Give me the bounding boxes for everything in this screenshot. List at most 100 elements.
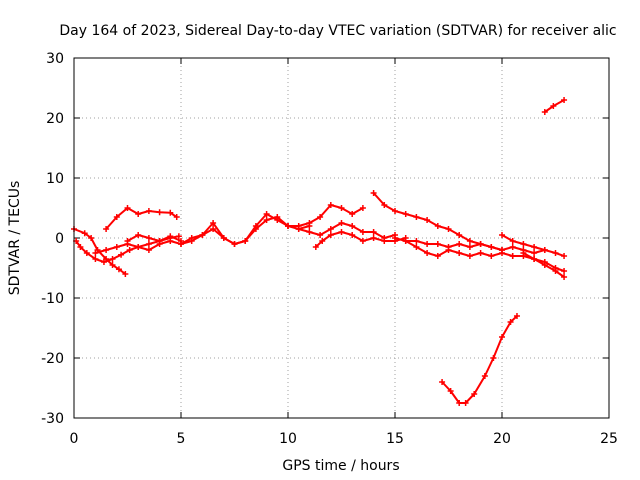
data-point (135, 232, 142, 238)
data-point (477, 241, 484, 247)
data-point (349, 211, 356, 217)
data-point (561, 274, 568, 280)
data-point (306, 229, 313, 235)
data-point (531, 244, 538, 250)
data-point (413, 238, 420, 244)
data-point (263, 217, 270, 223)
data-point (349, 232, 356, 238)
data-point (490, 355, 497, 361)
data-point (118, 251, 125, 258)
data-point (499, 232, 505, 238)
data-point (285, 223, 291, 229)
data-point (156, 209, 163, 216)
data-point (145, 241, 152, 247)
data-point (145, 208, 152, 214)
data-point (552, 250, 559, 256)
data-point (392, 235, 398, 241)
y-tick-label: 30 (46, 51, 64, 67)
series-s11 (392, 235, 516, 259)
series-s6 (178, 211, 291, 247)
y-axis-label: SDTVAR / TECUs (7, 181, 23, 296)
data-point (306, 220, 313, 226)
series-s15 (520, 250, 568, 280)
series-s17 (541, 97, 568, 115)
data-point (445, 226, 452, 232)
x-tick-label: 10 (279, 431, 297, 447)
data-point (456, 400, 463, 406)
plot-frame (73, 57, 610, 419)
data-point (520, 241, 527, 247)
data-point (509, 244, 516, 250)
data-point (466, 244, 473, 250)
data-point (561, 253, 568, 259)
data-point (210, 226, 217, 232)
data-point (188, 235, 195, 241)
series-group (71, 97, 568, 406)
y-tick-label: -10 (41, 291, 64, 307)
data-point (338, 205, 345, 211)
data-point (434, 253, 441, 259)
data-point (477, 250, 484, 256)
data-point (173, 214, 180, 220)
data-point (424, 241, 431, 247)
data-point (252, 223, 259, 229)
data-point (471, 391, 478, 397)
data-point (513, 313, 520, 319)
data-point (349, 223, 356, 229)
series-s7 (285, 202, 366, 229)
series-s3 (103, 205, 180, 232)
y-tick-label: -20 (41, 351, 64, 367)
x-tick-label: 0 (70, 431, 79, 447)
data-point (109, 256, 116, 262)
data-point (126, 247, 133, 253)
data-point (550, 103, 557, 109)
data-point (231, 241, 238, 247)
data-point (338, 229, 345, 235)
data-point (220, 235, 227, 241)
data-point (145, 235, 152, 241)
data-point (103, 226, 110, 232)
data-point (88, 235, 95, 241)
data-point (92, 250, 99, 256)
data-point (77, 244, 84, 250)
data-point (312, 244, 319, 250)
data-point (135, 211, 142, 217)
data-point (178, 241, 184, 247)
series-s8 (295, 220, 398, 241)
data-point (447, 388, 454, 394)
x-tick-label: 25 (600, 431, 618, 447)
x-tick-label: 5 (177, 431, 186, 447)
data-point (83, 250, 90, 256)
data-point (541, 109, 548, 115)
data-point (124, 238, 131, 244)
series-s13 (499, 232, 568, 259)
data-point (531, 256, 538, 262)
data-point (462, 400, 469, 406)
data-point (370, 229, 377, 235)
chart-title: Day 164 of 2023, Sidereal Day-to-day VTE… (59, 23, 616, 39)
data-point (167, 209, 174, 216)
x-tick-label: 20 (493, 431, 511, 447)
data-point (359, 238, 366, 244)
data-point (499, 247, 505, 253)
data-point (509, 253, 516, 259)
data-point (509, 238, 516, 244)
data-point (175, 233, 182, 240)
series-line-s9 (314, 231, 407, 248)
data-point (124, 205, 131, 211)
data-point (381, 238, 388, 244)
data-point (319, 238, 326, 244)
data-point (145, 247, 152, 253)
data-point (274, 217, 281, 223)
data-point (561, 268, 568, 274)
data-point (156, 238, 163, 244)
data-point (381, 202, 388, 208)
data-point (499, 334, 505, 340)
y-tick-label: 0 (55, 231, 64, 247)
data-point (402, 238, 409, 244)
data-point (402, 211, 409, 217)
data-point (81, 230, 88, 237)
y-tick-label: -30 (41, 411, 64, 427)
series-line-s5 (126, 234, 182, 242)
